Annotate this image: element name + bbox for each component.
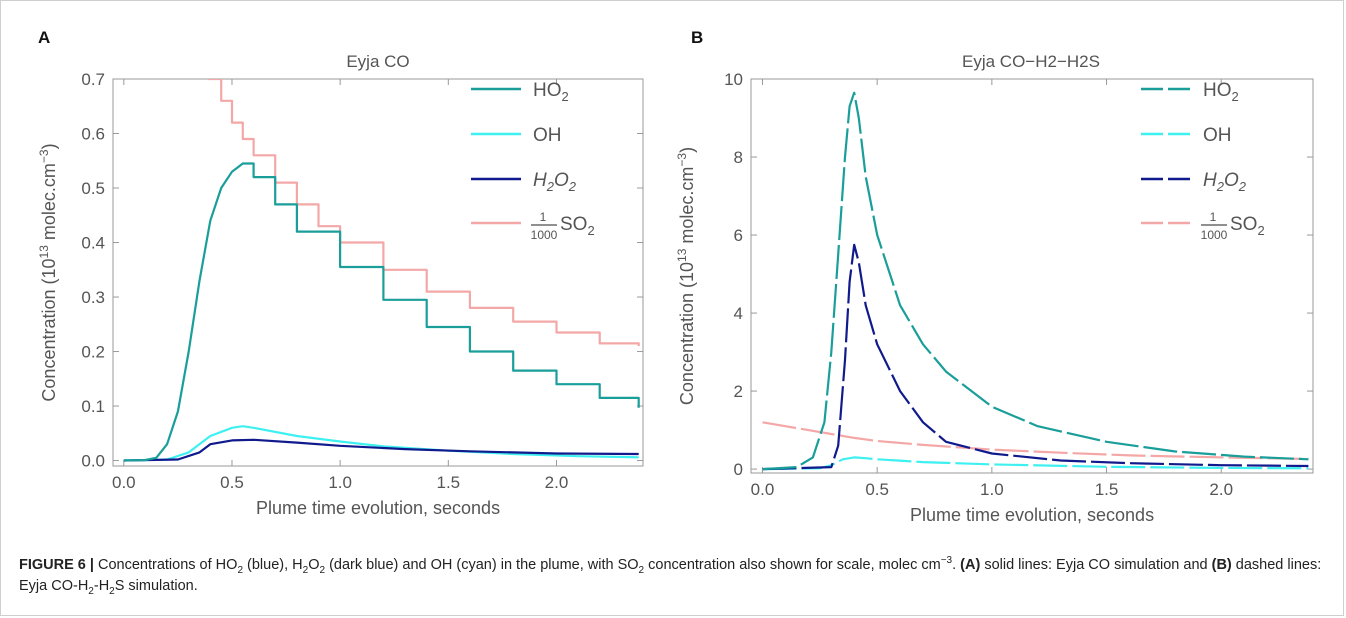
caption-text: solid lines: Eyja CO simulation and [980,557,1212,573]
legend-label: HO2 [1203,80,1239,104]
caption-text: (blue), H [243,557,303,573]
caption-sub: 2 [237,564,243,576]
series-line-so2 [762,421,1309,461]
y-tick-label: 0.4 [81,234,105,253]
x-tick-label: 0.5 [220,473,244,492]
y-tick-label: 0.0 [81,452,105,471]
legend-label: SO2 [1230,214,1265,238]
y-axis-label: Concentration (1013 molec.cm−3) [675,147,697,405]
panel-letter-b: B [691,28,703,47]
legend-label: H2O2 [533,170,577,194]
series-line-ho2 [762,91,1309,471]
x-tick-label: 1.5 [1095,480,1119,499]
series-line-oh [123,425,639,462]
legend-label: HO2 [533,80,569,104]
legend-label: H2O2 [1203,170,1247,194]
y-tick-label: 0.2 [81,343,105,362]
legend-frac-den: 1000 [531,228,558,242]
chart-panel-b: Eyja CO−H2−H2S 0 2 4 6 8 10 0.0 0.5 1.0 1.5 2.0 Plum… [675,52,1314,525]
caption-ref-a: (A) [960,557,981,573]
panel-letter-a: A [38,28,50,47]
caption-text: -H [93,578,110,594]
x-axis-label: Plume time evolution, seconds [910,505,1154,525]
caption-text: Concentrations of HO [93,557,238,573]
figure-caption: FIGURE 6 | Concentrations of HO2 (blue),… [19,555,1329,597]
caption-text: (dark blue) and OH (cyan) in the plume, … [325,557,639,573]
x-tick-label: 1.0 [980,480,1004,499]
y-axis-label: Concentration (1013 molec.cm−3) [37,143,59,401]
legend-label: OH [533,125,562,146]
series-line-ho2 [123,162,640,462]
series-line-so2 [208,79,640,347]
x-axis-label: Plume time evolution, seconds [256,498,500,518]
figure-svg: A B Eyja CO 0.0 0.1 0.2 0.3 0.4 0.5 0.6 0.7 0.0 0.… [37,28,1314,525]
legend-frac-num: 1 [540,210,547,224]
legend-frac-num: 1 [1210,210,1217,224]
x-tick-label: 0.0 [112,473,136,492]
caption-sub: 2 [638,564,645,576]
caption-sub: 2 [302,564,309,576]
chart-title: Eyja CO−H2−H2S [962,52,1100,71]
legend-label: OH [1203,125,1232,146]
series-line-h2o2 [123,438,639,462]
y-tick-label: 8 [734,148,743,167]
y-tick-label: 10 [724,70,743,89]
caption-ref-b: (B) [1211,557,1232,573]
caption-text: O [308,557,320,573]
y-tick-label: 2 [734,382,743,401]
x-tick-label: 1.5 [436,473,460,492]
x-tick-label: 1.0 [328,473,352,492]
x-tick-label: 0.5 [865,480,889,499]
series-line-oh [762,456,1309,471]
legend-frac-den: 1000 [1201,228,1228,242]
caption-text: dashed lines: Eyja CO-H [19,557,1322,594]
caption-sup: −3 [940,555,953,567]
y-tick-label: 0.3 [81,288,105,307]
caption-text: S simulation. [114,578,198,594]
caption-sub: 2 [109,585,115,597]
x-tick-label: 2.0 [1209,480,1233,499]
caption-text: concentration also shown for scale, mole… [644,557,941,573]
y-tick-label: 0.6 [81,125,105,144]
plot-frame [750,78,1314,474]
x-tick-label: 0.0 [751,480,775,499]
y-tick-label: 0.5 [81,179,105,198]
plot-frame [112,78,644,467]
y-tick-label: 6 [734,226,743,245]
y-tick-label: 4 [734,304,743,323]
chart-title: Eyja CO [346,52,409,71]
series-line-h2o2 [762,243,1309,471]
y-tick-label: 0.1 [81,397,105,416]
legend-label: SO2 [560,214,595,238]
chart-panel-a: Eyja CO 0.0 0.1 0.2 0.3 0.4 0.5 0.6 0.7 0.0 0.5 1.0… [37,52,644,518]
caption-sub: 2 [88,585,94,597]
y-tick-label: 0.7 [81,70,105,89]
caption-sub: 2 [319,564,326,576]
x-tick-label: 2.0 [545,473,569,492]
caption-label: FIGURE 6 | [19,557,94,573]
caption-text: . [952,557,961,573]
y-tick-label: 0 [734,460,743,479]
